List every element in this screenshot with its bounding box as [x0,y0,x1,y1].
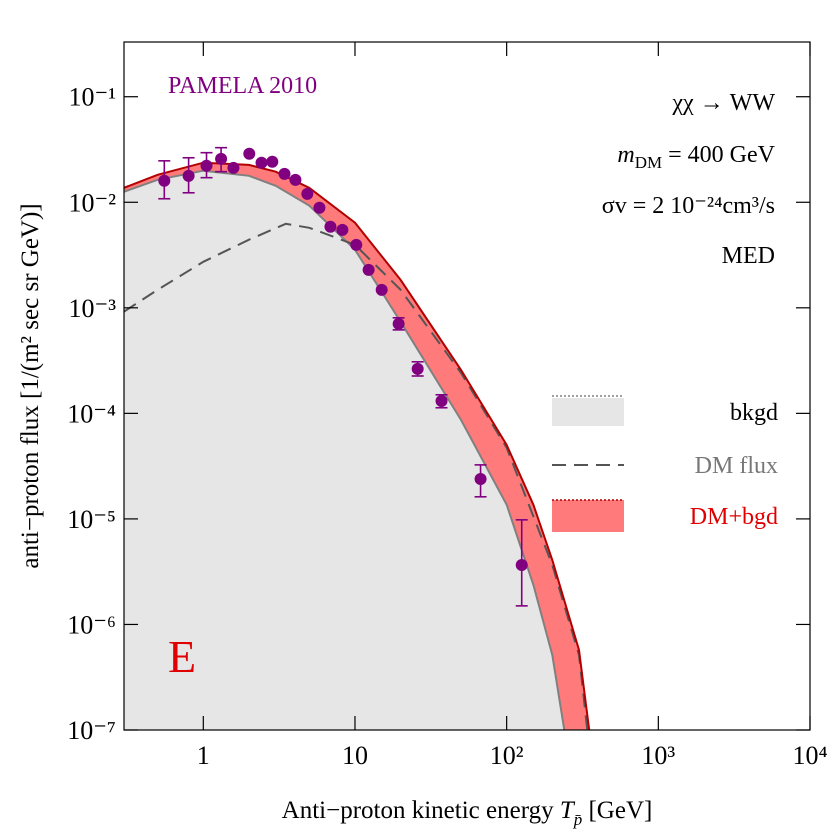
legend-label: DM flux [695,453,778,479]
x-tick-label: 10² [490,741,524,770]
x-label-part: Anti−proton kinetic energy [282,797,560,824]
x-tick-label: 10 [342,741,368,770]
legend-label: DM+bgd [690,504,778,530]
annotation: MED [722,243,775,269]
data-point [324,220,337,233]
x-tick-label: 10³ [641,741,675,770]
plot-frame [123,41,811,731]
annotation: mDM = 400 GeV [617,142,775,172]
legend-swatch [552,398,624,426]
data-point [362,263,375,276]
legend-label: bkgd [730,400,778,426]
bkgd-area [124,170,565,730]
y-tick-label: 10⁻² [68,188,116,217]
data-point [182,169,195,182]
data-label: PAMELA 2010 [168,73,317,99]
dm-flux-line [124,222,589,730]
plot-area [124,146,591,730]
data-point [392,317,405,330]
annotation-part: = 400 GeV [662,142,776,168]
data-point [227,161,240,174]
data-point [350,238,363,251]
data-point [158,174,171,187]
y-tick-label: 10⁻¹ [68,83,116,112]
data-point [301,187,314,200]
y-tick-label: 10⁻³ [68,294,116,323]
x-tick-label: 10⁴ [792,741,827,770]
x-label-sub: p̄ [573,810,583,829]
data-point [411,362,424,375]
y-tick-label: 10⁻⁷ [67,716,116,745]
y-tick-label: 10⁻⁵ [67,505,116,534]
data-point [243,147,256,160]
annotation: χχ → WW [671,90,775,116]
x-axis-label: Anti−proton kinetic energy Tp̄ [GeV] [282,797,653,829]
legend-swatch [552,500,624,532]
y-tick-label: 10⁻⁶ [67,610,116,639]
data-point [336,223,349,236]
x-label-part: T [560,797,576,824]
data-point [435,394,448,407]
data-point [474,472,487,485]
data-point [200,159,213,172]
y-axis-label: anti−proton flux [1/(m² sec sr GeV)] [17,203,44,568]
annotation-part: m [617,142,634,168]
panel-label: E [168,631,196,682]
x-label-part: [GeV] [582,797,652,824]
data-point [375,283,388,296]
data-point [215,152,228,165]
annotation-sub: DM [635,153,662,172]
data-point [289,173,302,186]
data-point [255,156,268,169]
data-point [515,558,528,571]
x-tick-label: 1 [197,741,210,770]
data-point [266,155,279,168]
annotation: σv = 2 10⁻²⁴cm³/s [602,193,775,219]
y-tick-label: 10⁻⁴ [67,399,116,428]
legend: bkgd DM flux DM+bgd [552,395,778,532]
data-point [278,167,291,180]
data-point [313,201,326,214]
